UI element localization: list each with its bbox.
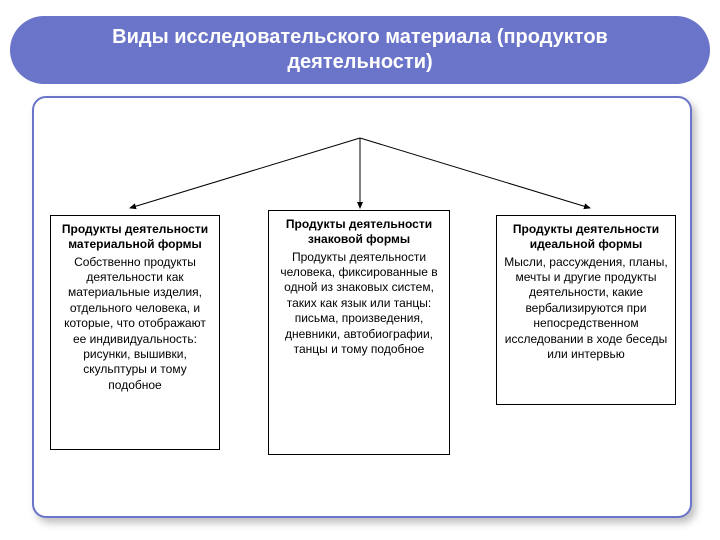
slide-title: Виды исследовательского материала (проду… [38, 25, 682, 75]
box-material-form: Продукты деятельности материальной формы… [50, 215, 220, 450]
box-title: Продукты деятельности материальной формы [57, 222, 213, 253]
box-body: Мысли, рассуждения, планы, мечты и други… [504, 255, 667, 361]
box-body: Продукты деятельности человека, фиксиров… [280, 250, 437, 356]
box-ideal-form: Продукты деятельности идеальной формы Мы… [496, 215, 676, 405]
box-body: Собственно продукты деятельности как мат… [64, 255, 206, 392]
slide-stage: Виды исследовательского материала (проду… [0, 0, 720, 540]
box-sign-form: Продукты деятельности знаковой формы Про… [268, 210, 450, 455]
box-title: Продукты деятельности идеальной формы [503, 222, 669, 253]
title-band: Виды исследовательского материала (проду… [10, 16, 710, 84]
box-title: Продукты деятельности знаковой формы [275, 217, 443, 248]
